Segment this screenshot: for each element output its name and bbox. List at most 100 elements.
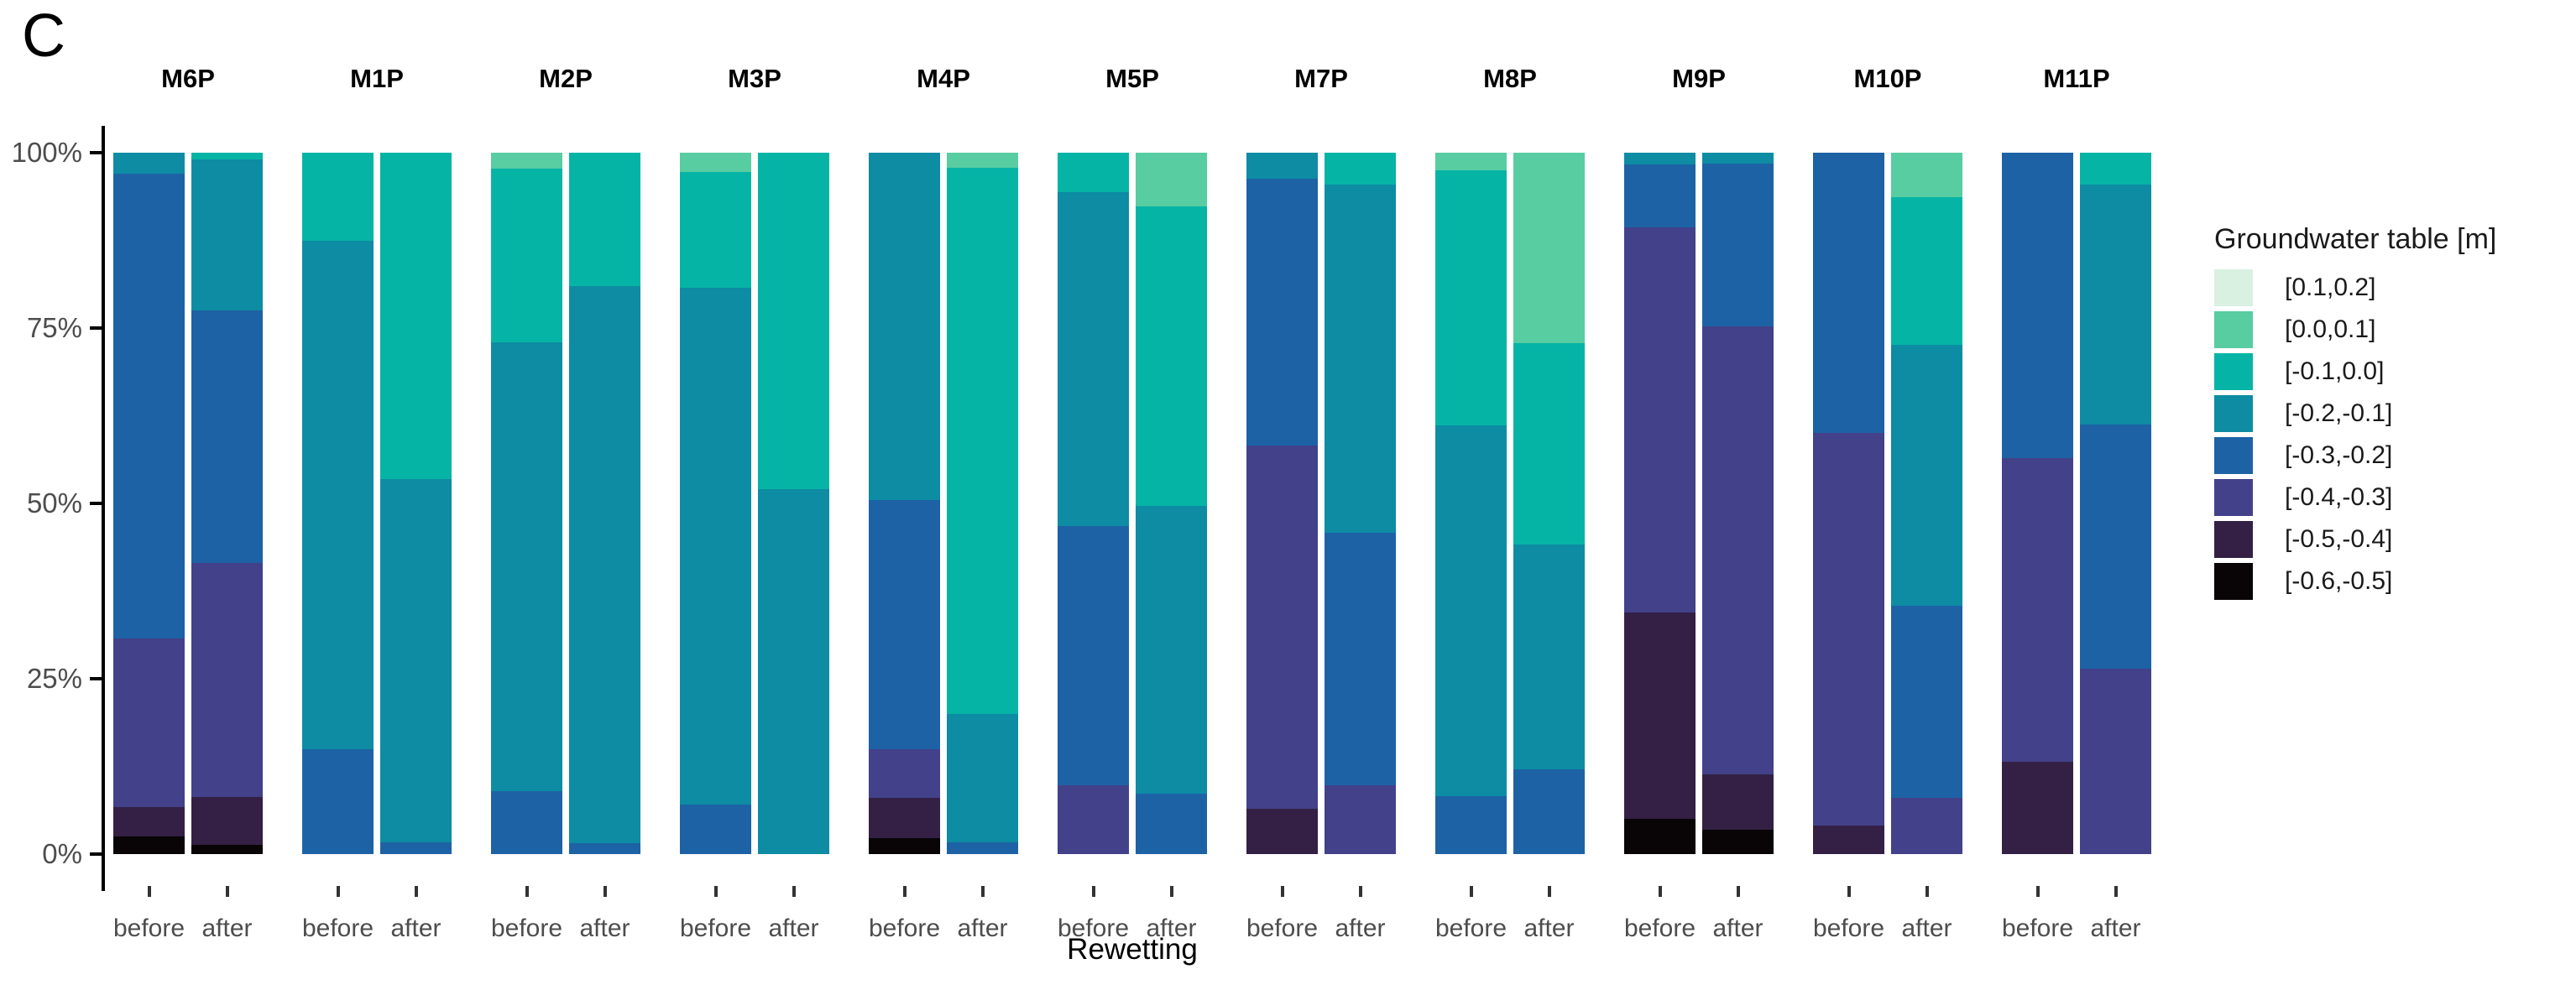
bar-segment-[-0.2,-0.1] <box>1246 153 1318 179</box>
bar-segment-[-0.4,-0.3] <box>113 638 185 807</box>
x-tick <box>980 886 985 897</box>
bar-m7p-after: after <box>1325 153 1396 942</box>
facet-title: M1P <box>350 64 404 93</box>
stacked-bar <box>491 153 562 854</box>
y-tick <box>90 326 102 330</box>
facet-title: M2P <box>539 64 593 93</box>
legend-swatch <box>2214 437 2253 474</box>
x-tick-label: before <box>490 914 563 942</box>
bar-segment-[-0.3,-0.2] <box>1435 796 1507 854</box>
legend-label: [-0.4,-0.3] <box>2285 483 2393 511</box>
bar-segment-[-0.2,-0.1] <box>302 240 374 749</box>
stacked-bar <box>680 153 751 854</box>
bar-segment-[-0.3,-0.2] <box>1513 769 1585 854</box>
stacked-bar <box>191 153 263 854</box>
legend-entry: [-0.4,-0.3] <box>2214 479 2567 516</box>
x-tick-label: before <box>2001 914 2074 942</box>
facet-title: M5P <box>1105 64 1159 93</box>
bar-segment-[-0.3,-0.2] <box>113 174 185 639</box>
facet-title: M9P <box>1672 64 1726 93</box>
bar-segment-[0.0,0.1] <box>1435 153 1507 170</box>
bar-segment-[-0.1,0.0] <box>1058 153 1129 192</box>
stacked-bar <box>1813 153 1884 854</box>
bar-segment-[-0.1,0.0] <box>1891 196 1962 346</box>
bar-m11p-before: before <box>2002 153 2073 942</box>
stacked-bar <box>302 153 374 854</box>
bar-segment-[-0.2,-0.1] <box>1513 544 1585 769</box>
bar-segment-[-0.6,-0.5] <box>869 837 940 854</box>
x-tick-label: before <box>679 914 752 942</box>
plot-panel: M6P before after M1P before after M2P before aft… <box>113 64 2151 942</box>
stacked-bar <box>1702 153 1774 854</box>
bar-segment-[-0.4,-0.3] <box>1813 432 1884 826</box>
bar-segment-[-0.3,-0.2] <box>191 310 263 564</box>
stacked-bar <box>2002 153 2073 854</box>
bar-m1p-before: before <box>302 153 374 942</box>
x-tick <box>713 886 718 897</box>
facet-m4p: M4P before after <box>869 64 1018 942</box>
bar-segment-[-0.6,-0.5] <box>113 836 185 854</box>
bar-segment-[-0.2,-0.1] <box>869 153 940 500</box>
legend-entry: [-0.3,-0.2] <box>2214 437 2567 474</box>
x-tick <box>1736 886 1740 897</box>
bar-segment-[-0.2,-0.1] <box>380 478 452 842</box>
legend-label: [-0.2,-0.1] <box>2285 399 2393 427</box>
bar-m4p-after: after <box>947 153 1018 942</box>
facet-bars: before after <box>2002 153 2151 942</box>
bar-segment-[-0.3,-0.2] <box>680 805 751 854</box>
x-axis-title: Rewetting <box>1067 933 1198 966</box>
bar-segment-[-0.3,-0.2] <box>302 748 374 854</box>
facet-bars: before after <box>1813 153 1962 942</box>
bar-segment-[-0.1,0.0] <box>947 168 1018 714</box>
bar-segment-[-0.2,-0.1] <box>680 288 751 805</box>
bar-segment-[-0.2,-0.1] <box>2080 185 2151 425</box>
bar-segment-[0.0,0.1] <box>1136 153 1207 206</box>
facet-m6p: M6P before after <box>113 64 263 942</box>
x-tick-label: before <box>868 914 941 942</box>
bar-m3p-after: after <box>758 153 829 942</box>
bar-segment-[-0.1,0.0] <box>2080 153 2151 185</box>
bar-segment-[-0.3,-0.2] <box>1891 606 1962 799</box>
bar-segment-[-0.5,-0.4] <box>1624 612 1696 820</box>
facet-bars: before after <box>1435 153 1585 942</box>
legend-label: [0.1,0.2] <box>2285 274 2376 301</box>
x-tick <box>1847 886 1851 897</box>
y-tick-label: 75% <box>26 312 82 343</box>
legend-title: Groundwater table [m] <box>2214 223 2497 255</box>
bar-segment-[-0.5,-0.4] <box>1246 808 1318 854</box>
x-tick <box>1091 886 1095 897</box>
bar-segment-[-0.4,-0.3] <box>1891 798 1962 854</box>
facet-bars: before after <box>680 153 829 942</box>
x-tick <box>1547 886 1551 897</box>
legend-label: [-0.6,-0.5] <box>2285 567 2393 595</box>
bar-segment-[-0.2,-0.1] <box>191 159 263 311</box>
x-tick-label: after <box>1146 914 1197 942</box>
x-tick-label: after <box>957 914 1008 942</box>
bar-segment-[-0.1,0.0] <box>191 153 263 160</box>
bar-segment-[-0.2,-0.1] <box>569 285 640 844</box>
stacked-bar <box>1325 153 1396 854</box>
bar-segment-[-0.2,-0.1] <box>1702 153 1774 164</box>
bar-m5p-before: before <box>1058 153 1129 942</box>
bar-segment-[-0.3,-0.2] <box>380 842 452 854</box>
legend-swatch <box>2214 521 2253 558</box>
bar-segment-[-0.5,-0.4] <box>869 798 940 838</box>
stacked-bar <box>1513 153 1585 854</box>
stacked-bar <box>869 153 940 854</box>
bar-segment-[-0.2,-0.1] <box>1058 191 1129 526</box>
facet-title: M8P <box>1483 64 1537 93</box>
stacked-bar <box>1624 153 1696 854</box>
bar-segment-[-0.2,-0.1] <box>758 489 829 854</box>
x-tick-label: before <box>112 914 185 942</box>
bar-segment-[-0.3,-0.2] <box>947 842 1018 854</box>
bar-segment-[-0.4,-0.3] <box>2002 457 2073 763</box>
facet-m7p: M7P before after <box>1246 64 1396 942</box>
bar-segment-[-0.3,-0.2] <box>1813 153 1884 433</box>
stacked-bar <box>2080 153 2151 854</box>
x-tick <box>414 886 418 897</box>
bar-segment-[-0.2,-0.1] <box>947 713 1018 842</box>
bar-segment-[-0.5,-0.4] <box>191 797 263 846</box>
x-tick-label: after <box>201 914 253 942</box>
stacked-bar <box>569 153 640 854</box>
bar-segment-[-0.2,-0.1] <box>1891 345 1962 607</box>
